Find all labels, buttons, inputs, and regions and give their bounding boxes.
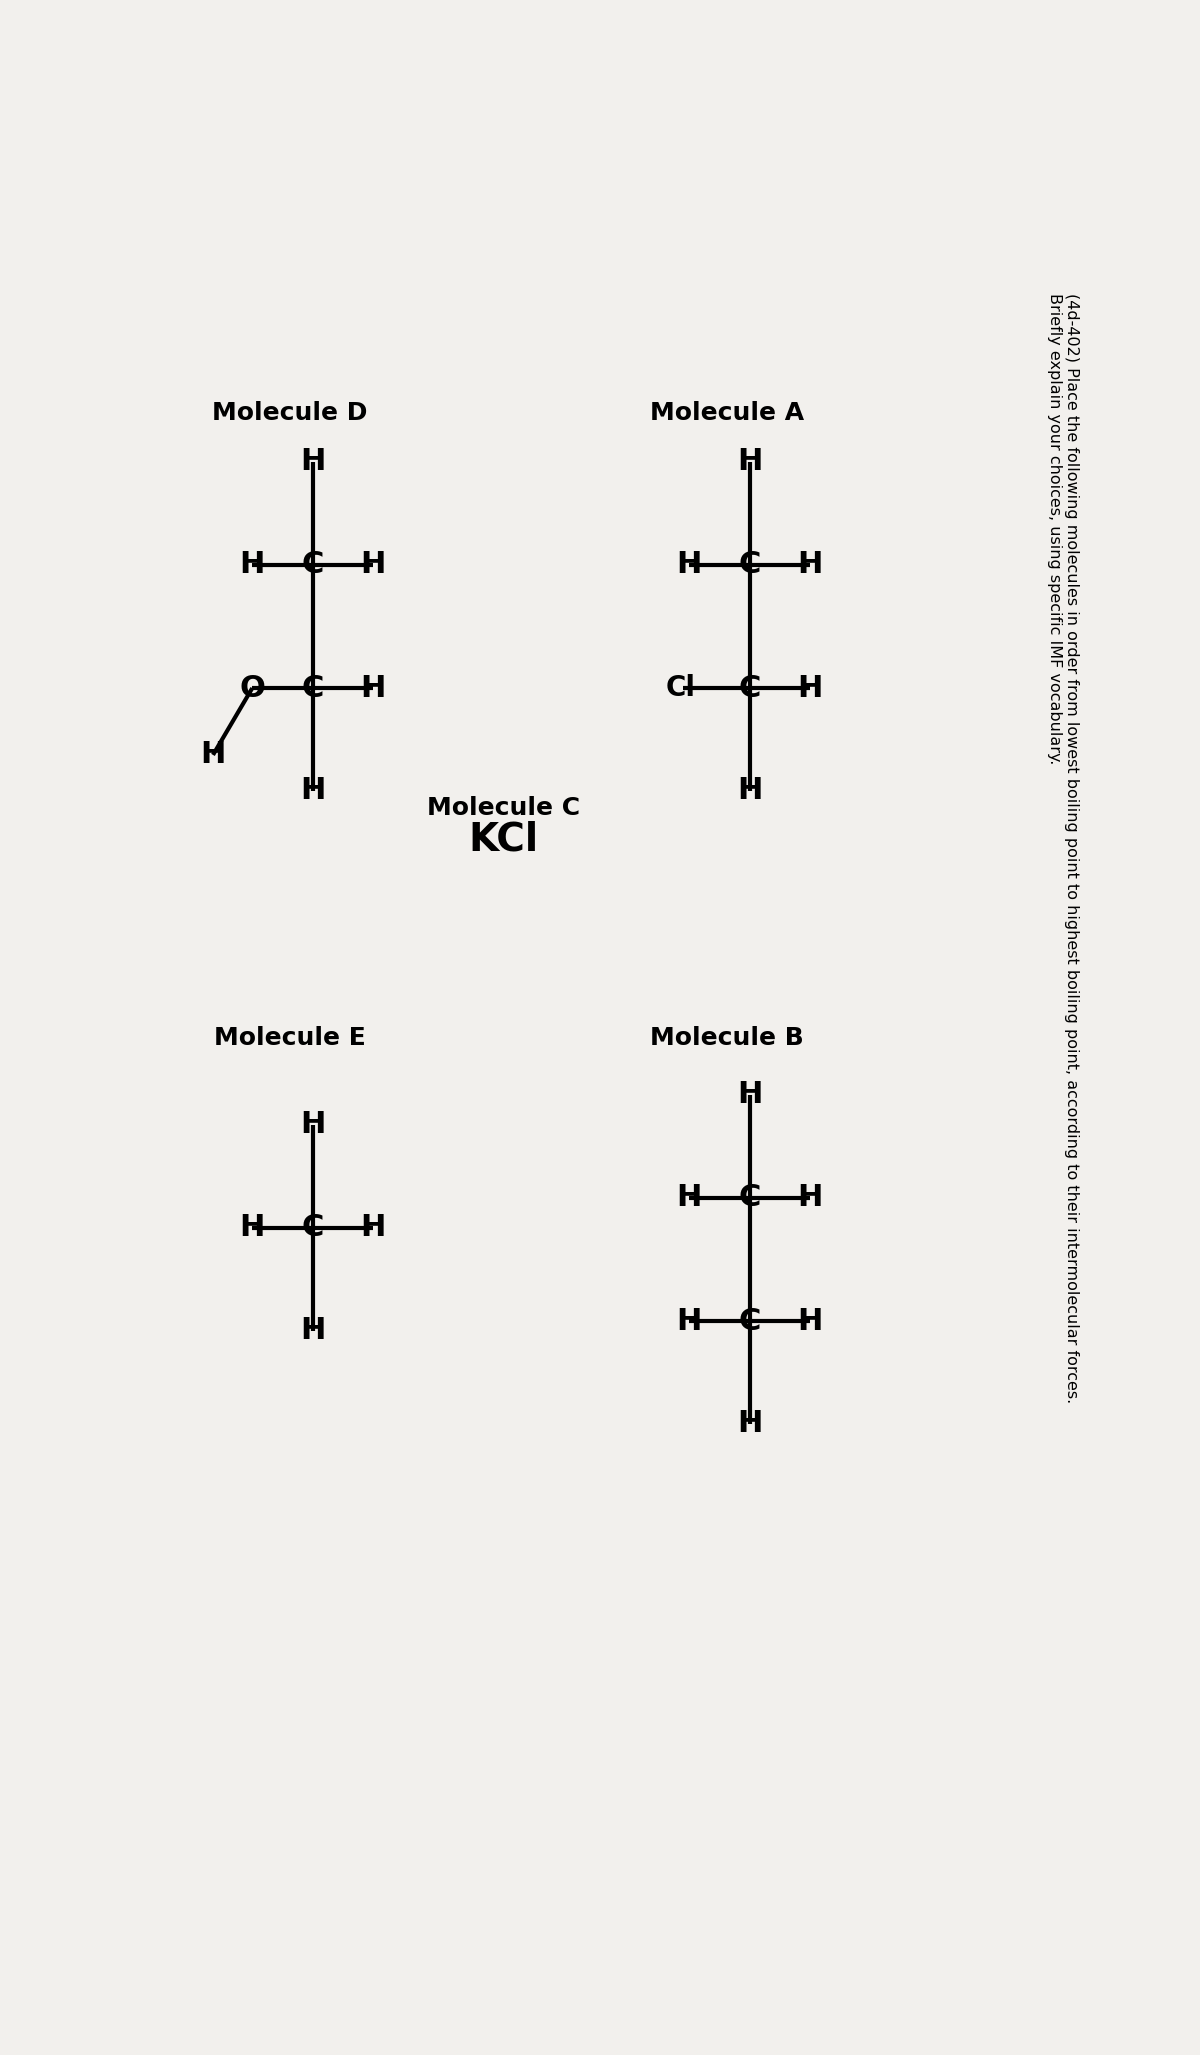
- Text: H: H: [798, 1307, 823, 1336]
- Text: H: H: [737, 448, 762, 477]
- Text: H: H: [677, 1307, 702, 1336]
- Text: H: H: [240, 551, 265, 580]
- Text: Cl: Cl: [665, 674, 695, 703]
- Text: H: H: [737, 1410, 762, 1438]
- Text: H: H: [300, 448, 325, 477]
- Text: H: H: [677, 551, 702, 580]
- Text: O: O: [239, 674, 265, 703]
- Text: C: C: [739, 1184, 761, 1212]
- Text: H: H: [737, 1081, 762, 1110]
- Text: C: C: [739, 674, 761, 703]
- Text: C: C: [301, 674, 324, 703]
- Text: H: H: [798, 551, 823, 580]
- Text: H: H: [360, 674, 386, 703]
- Text: H: H: [798, 1184, 823, 1212]
- Text: H: H: [677, 1184, 702, 1212]
- Text: H: H: [360, 1212, 386, 1241]
- Text: C: C: [739, 1307, 761, 1336]
- Text: H: H: [737, 777, 762, 806]
- Text: Molecule A: Molecule A: [649, 401, 804, 425]
- Text: Molecule D: Molecule D: [212, 401, 367, 425]
- Text: C: C: [739, 551, 761, 580]
- Text: Molecule B: Molecule B: [649, 1025, 804, 1050]
- Text: H: H: [300, 777, 325, 806]
- Text: Molecule C: Molecule C: [427, 797, 580, 820]
- Text: C: C: [301, 551, 324, 580]
- Text: H: H: [200, 740, 226, 769]
- Text: H: H: [300, 1315, 325, 1346]
- Text: H: H: [240, 1212, 265, 1241]
- Text: (4d-402) Place the following molecules in order from lowest boiling point to hig: (4d-402) Place the following molecules i…: [1048, 292, 1080, 1404]
- Text: H: H: [360, 551, 386, 580]
- Text: C: C: [301, 1212, 324, 1241]
- Text: KCl: KCl: [468, 822, 539, 859]
- Text: H: H: [798, 674, 823, 703]
- Text: Molecule E: Molecule E: [214, 1025, 365, 1050]
- Text: H: H: [300, 1110, 325, 1138]
